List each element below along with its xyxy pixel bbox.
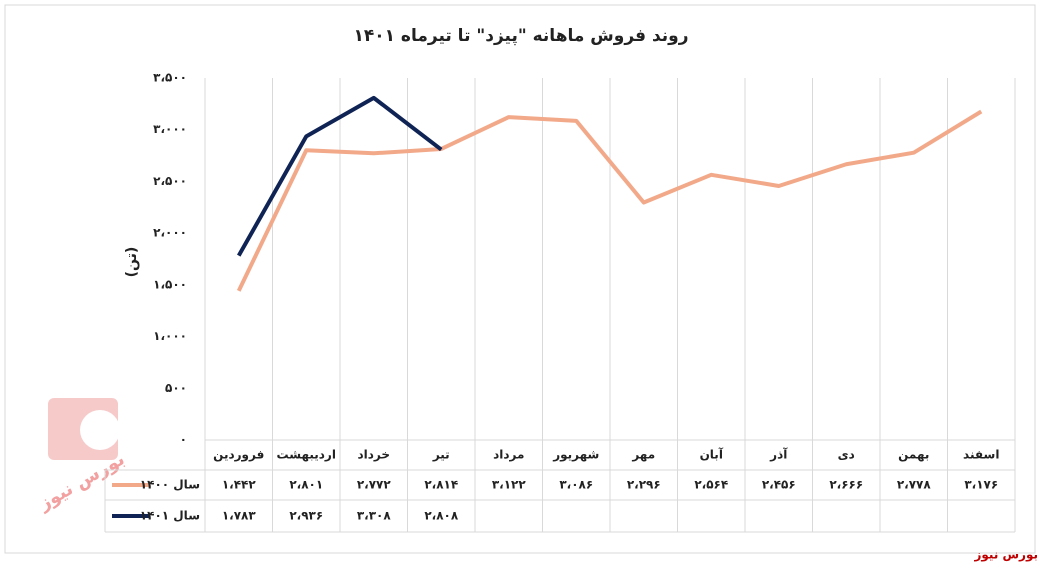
chart-frame [4, 4, 1036, 554]
x-tick-label: آبان [700, 447, 724, 462]
chart-title: روند فروش ماهانه "پیزد" تا تیرماه ۱۴۰۱ [353, 26, 688, 46]
data-label: ۲،۸۰۸ [424, 509, 459, 523]
data-label: ۲،۸۱۴ [424, 478, 458, 492]
x-tick-label: اردیبهشت [277, 448, 336, 462]
x-tick-label: دی [838, 448, 855, 462]
data-label: ۳،۳۰۸ [357, 509, 392, 523]
source: بورس نیوز [973, 548, 1038, 563]
data-label: ۲،۵۶۴ [694, 478, 728, 492]
logo [48, 398, 120, 460]
data-label: ۲،۲۹۶ [627, 478, 661, 492]
x-tick-label: فروردین [213, 448, 264, 463]
x-tick-label: شهریور [552, 448, 599, 463]
legend-label: سال ۱۴۰۱ [140, 509, 200, 523]
x-tick-label: خرداد [357, 448, 390, 462]
x-tick-label: مهر [631, 448, 655, 462]
line [237, 95, 443, 257]
data-label: ۳،۱۲۲ [492, 478, 527, 492]
y-tick-label: ۰ [180, 433, 187, 447]
data-label: ۱،۴۴۲ [222, 478, 257, 492]
x-tick-label: تیر [432, 448, 450, 462]
data-label: ۲،۹۳۶ [289, 509, 323, 523]
y-tick-label: ۲،۵۰۰ [153, 174, 187, 188]
legend-label: سال ۱۴۰۰ [140, 478, 200, 492]
y-axis-label: (تن) [124, 247, 140, 278]
data-label: ۲،۴۵۶ [762, 478, 796, 492]
y-tick-label: ۲،۰۰۰ [153, 226, 187, 240]
x-tick-label: آذر [769, 447, 788, 462]
y-tick-label: ۱،۵۰۰ [153, 277, 187, 291]
x-tick-label: بهمن [898, 448, 929, 462]
data-label: ۱،۷۸۳ [222, 509, 257, 523]
data-label: ۲،۸۰۱ [289, 478, 323, 492]
logo-shape [80, 410, 120, 450]
line [236, 109, 983, 292]
data-label: ۲،۷۷۸ [897, 478, 932, 492]
data-label: ۲،۶۶۶ [829, 478, 863, 492]
y-tick-label: ۳،۵۰۰ [153, 71, 187, 85]
x-tick-label: مرداد [493, 448, 524, 462]
x-tick-label: اسفند [963, 448, 999, 462]
data-label: ۳،۰۸۶ [559, 478, 593, 492]
y-tick-label: ۱،۰۰۰ [153, 329, 187, 343]
data-label: ۲،۷۷۲ [357, 478, 392, 492]
data-label: ۳،۱۷۶ [964, 478, 998, 492]
y-tick-label: ۳،۰۰۰ [153, 122, 187, 136]
y-tick-label: ۵۰۰ [165, 381, 187, 395]
